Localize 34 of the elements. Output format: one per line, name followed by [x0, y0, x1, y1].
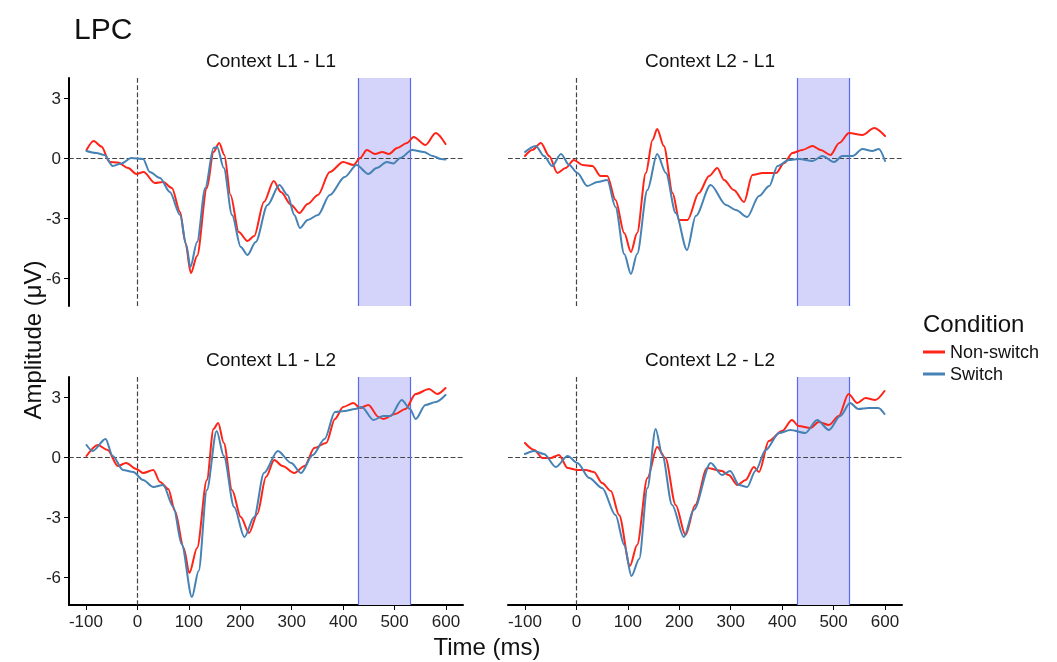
- x-tick-label: 600: [870, 612, 900, 631]
- x-tick-label: 400: [328, 612, 358, 631]
- y-tick-label: 3: [51, 88, 61, 108]
- y-tick-label: -6: [45, 268, 61, 288]
- y-tick-label: -6: [45, 567, 61, 587]
- y-tick-label: -3: [45, 208, 61, 228]
- x-tick-label: -100: [68, 612, 103, 631]
- chart-title: Context L1 - L1: [206, 50, 336, 71]
- y-axis-title: Amplitude (μV): [18, 260, 46, 420]
- x-tick-label: 0: [571, 612, 582, 631]
- x-tick-label: 300: [716, 612, 745, 631]
- y-tick-label: 0: [51, 447, 61, 467]
- y-tick-label: 3: [51, 387, 61, 407]
- chart-title: Context L2 - L1: [645, 50, 775, 71]
- x-tick-label: 0: [132, 612, 143, 631]
- y-tick-label: -3: [45, 507, 61, 527]
- x-tick-label: 200: [226, 612, 255, 631]
- x-tick-label: 500: [819, 612, 848, 631]
- y-tick-label: 0: [51, 148, 61, 168]
- x-tick-label: 400: [767, 612, 797, 631]
- x-tick-label: 600: [431, 612, 461, 631]
- legend-label: Non-switch: [950, 342, 1040, 362]
- x-axis-title: Time (ms): [433, 632, 541, 660]
- legend-title: Condition: [923, 309, 1025, 337]
- chart-title: Context L1 - L2: [206, 349, 336, 370]
- chart-title: Context L2 - L2: [645, 349, 775, 370]
- x-tick-label: 300: [277, 612, 306, 631]
- x-tick-label: 100: [174, 612, 204, 631]
- x-tick-label: 100: [613, 612, 643, 631]
- x-tick-label: 500: [380, 612, 409, 631]
- x-tick-label: 200: [665, 612, 694, 631]
- legend-label: Switch: [950, 364, 1004, 384]
- x-tick-label: -100: [507, 612, 542, 631]
- text: LPC: [74, 11, 133, 45]
